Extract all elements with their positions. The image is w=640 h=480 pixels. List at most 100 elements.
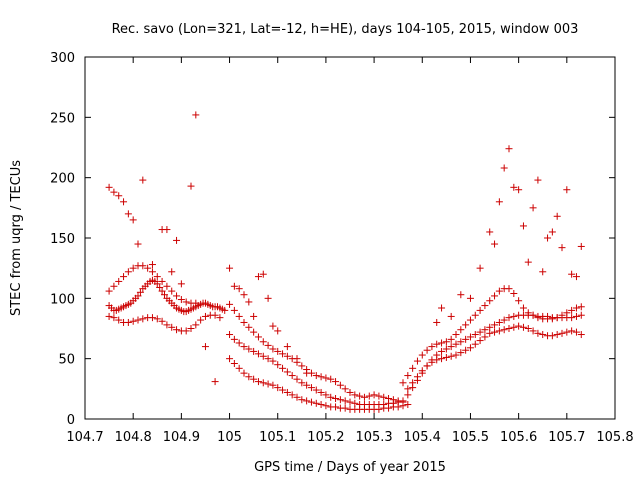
data-point [572,312,580,320]
data-point [423,362,431,370]
data-point [486,297,494,305]
data-point [524,258,532,266]
data-point [298,362,306,370]
data-point [548,315,556,323]
data-point [274,327,282,335]
data-point [476,337,484,345]
data-point [153,280,161,288]
y-tick-label: 0 [67,413,75,428]
data-point [572,328,580,336]
data-point [240,343,248,351]
data-point [250,347,258,355]
data-point [269,381,277,389]
x-tick-label: 105.1 [259,430,296,445]
data-point [428,358,436,366]
data-point [201,343,209,351]
data-point [495,318,503,326]
data-point [279,386,287,394]
data-point [230,335,238,343]
data-point [519,304,527,312]
x-tick-label: 105 [217,430,242,445]
data-point [293,355,301,363]
data-point [201,312,209,320]
data-point [341,404,349,412]
data-point [115,316,123,324]
data-point [577,331,585,339]
data-point [254,350,262,358]
data-point [409,379,417,387]
data-point [134,316,142,324]
data-point [240,369,248,377]
data-point [568,306,576,314]
data-point [245,345,253,353]
data-point [462,321,470,329]
data-point [250,375,258,383]
data-point [360,393,368,401]
data-point [134,240,142,248]
data-point [553,331,561,339]
data-point [163,282,171,290]
data-point [177,280,185,288]
y-tick-label: 200 [50,172,75,187]
data-point [476,264,484,272]
data-points [105,111,585,413]
data-point [327,375,335,383]
data-point [283,343,291,351]
data-point [279,350,287,358]
data-point [519,222,527,230]
data-point [481,326,489,334]
y-tick-label: 100 [50,292,75,307]
data-point [312,386,320,394]
data-point [283,388,291,396]
data-point [563,186,571,194]
data-point [471,311,479,319]
data-point [129,317,137,325]
data-point [288,372,296,380]
data-point [235,312,243,320]
data-point [254,273,262,281]
data-point [452,351,460,359]
data-point [438,347,446,355]
data-point [148,268,156,276]
data-point [399,379,407,387]
data-point [457,326,465,334]
data-point [505,314,513,322]
data-point [442,338,450,346]
data-point [491,328,499,336]
data-point [226,264,234,272]
data-point [466,316,474,324]
data-point [404,385,412,393]
data-point [413,373,421,381]
data-point [274,361,282,369]
data-point [491,321,499,329]
data-point [539,268,547,276]
data-point [173,236,181,244]
data-point [283,352,291,360]
data-point [182,298,190,306]
data-point [144,264,152,272]
x-tick-label: 105.5 [452,430,489,445]
data-point [259,379,267,387]
data-point [158,287,166,295]
data-point [515,322,523,330]
data-point [442,345,450,353]
data-point [568,327,576,335]
data-point [476,328,484,336]
data-point [486,323,494,331]
data-point [534,176,542,184]
data-point [124,210,132,218]
data-point [240,291,248,299]
data-point [303,397,311,405]
y-axis-ticks: 0 50 100 150 200 250 300 [50,51,615,428]
x-tick-label: 104.8 [115,430,152,445]
data-point [466,294,474,302]
y-axis-label: STEC from uqrg / TECUs [9,160,24,316]
data-point [264,341,272,349]
data-point [124,268,132,276]
data-point [250,312,258,320]
data-point [259,270,267,278]
data-point [577,242,585,250]
data-point [558,311,566,319]
data-point [500,164,508,172]
data-point [476,306,484,314]
